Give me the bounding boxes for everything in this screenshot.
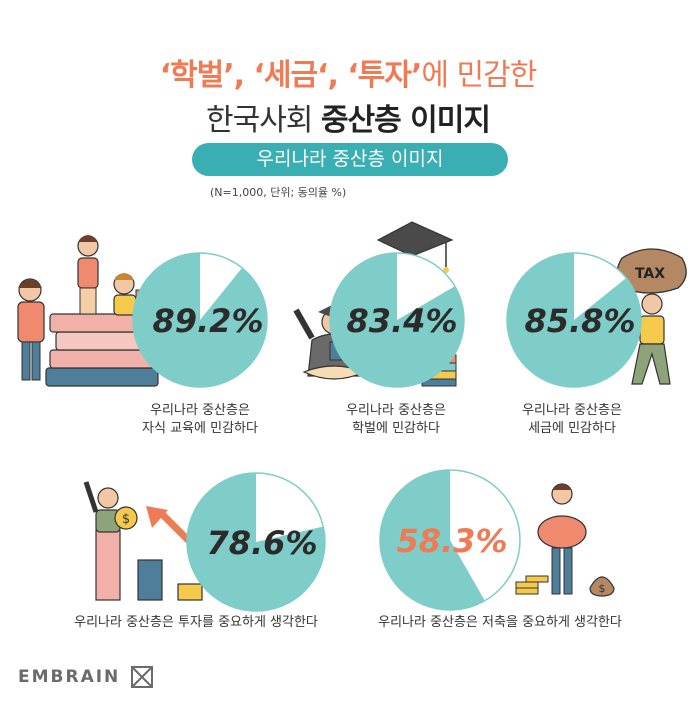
pie-value-label: 89.2% (152, 302, 263, 340)
pie-caption-line: 자식 교육에 민감하다 (142, 421, 258, 436)
pie-value-label: 83.4% (346, 302, 457, 340)
pie-caption-line: 세금에 민감하다 (528, 421, 616, 436)
title-line-1: ‘학벌’, ‘세금‘, ‘투자’에 민감한 (0, 50, 696, 94)
pie-caption-line: 학벌에 민감하다 (352, 421, 440, 436)
title-prefix: 한국사회 (206, 103, 321, 138)
title-keywords: ‘학벌’, ‘세금‘, ‘투자’ (159, 58, 423, 93)
pie-value-slice (187, 473, 325, 611)
investment-illustration: $ (83, 481, 211, 601)
brand-logo: EMBRAIN (18, 667, 121, 687)
brand-mark-icon (131, 666, 153, 688)
pie-caption-line: 우리나라 중산층은 (346, 403, 446, 418)
subtitle-pill: 우리나라 중산층 이미지 (192, 143, 508, 176)
pie-caption-line: 우리나라 중산층은 (150, 403, 250, 418)
sample-note: (N=1,000, 단위; 동의율 %) (210, 186, 347, 199)
dollar-icon: $ (599, 582, 606, 595)
title-line-2: 한국사회 중산층 이미지 (0, 95, 696, 139)
title-emphasis: 중산층 이미지 (320, 103, 491, 138)
pie-caption-line: 우리나라 중산층은 저축을 중요하게 생각한다 (378, 615, 622, 630)
pie-caption: 우리나라 중산층은 저축을 중요하게 생각한다 (320, 614, 680, 632)
books-kids-illustration (17, 235, 159, 387)
dollar-icon: $ (122, 512, 130, 527)
pie-value-label: 78.6% (206, 524, 317, 562)
savings-illustration: $ (515, 483, 615, 597)
pie-value-slice (132, 253, 267, 387)
pie-value-slice (507, 253, 642, 387)
title-suffix: 에 민감한 (421, 58, 537, 93)
tax-rock-illustration: TAX (616, 248, 687, 385)
pie-value-slice (379, 470, 485, 610)
tax-sign-text: TAX (635, 266, 665, 282)
pie-value-label: 85.8% (524, 302, 635, 340)
pie-value-label: 58.3% (396, 522, 507, 560)
pie-caption-line: 우리나라 중산층은 투자를 중요하게 생각한다 (74, 615, 318, 630)
pie-caption-line: 우리나라 중산층은 (522, 403, 622, 418)
pie-caption: 우리나라 중산층은 투자를 중요하게 생각한다 (36, 614, 356, 632)
pie-value-slice (330, 253, 465, 387)
